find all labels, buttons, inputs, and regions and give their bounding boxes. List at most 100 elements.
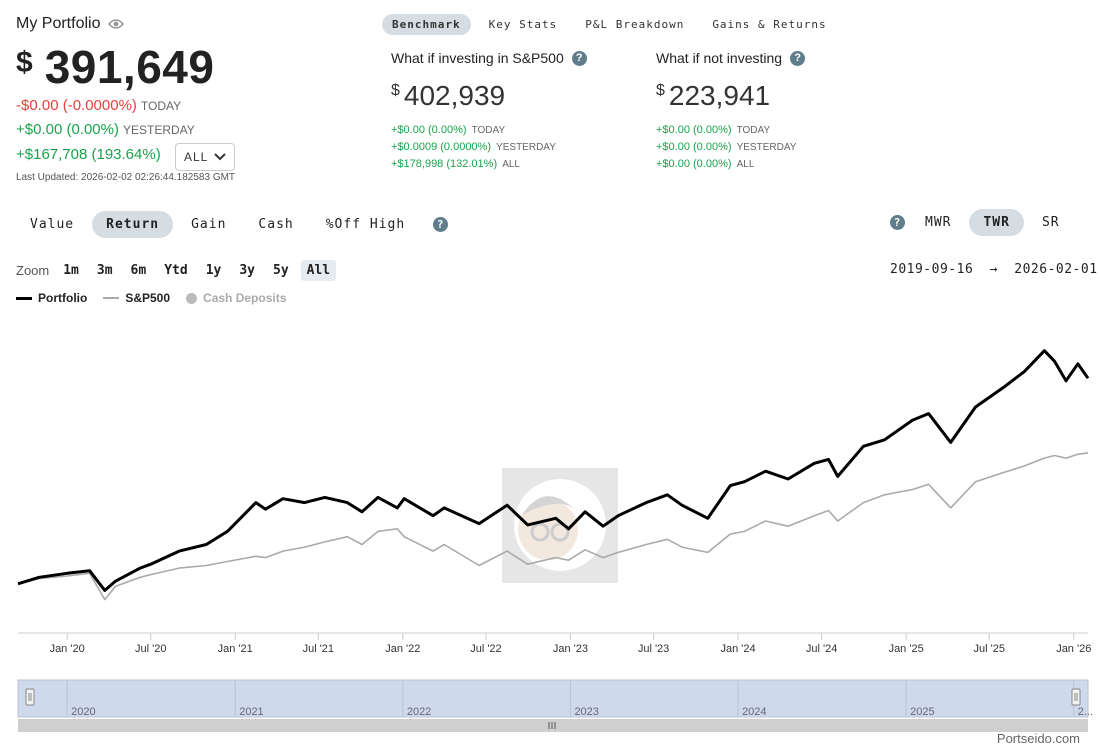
x-tick-label: Jul '20 [135,643,166,655]
legend-swatch-portfolio [16,296,32,300]
benchmark-cash-all: +$0.00 (0.00%) [656,158,732,170]
navigator-tick-label: 2023 [574,706,598,718]
date-range[interactable]: 2019-09-16 → 2026-02-01 [890,262,1098,277]
date-range-start[interactable]: 2019-09-16 [890,262,974,277]
last-updated: Last Updated: 2026-02-02 02:26:44.182583… [16,172,236,183]
x-tick-label: Jan '26 [1056,643,1091,655]
legend-portfolio[interactable]: Portfolio [16,291,87,305]
tab-sr[interactable]: SR [1041,215,1060,230]
benchmark-sp500-value: 402,939 [403,80,506,111]
legend-swatch-sp500 [103,297,120,299]
zoom-5y[interactable]: 5y [273,263,289,278]
today-change-label: TODAY [140,99,182,113]
portfolio-line [17,349,1090,592]
help-icon[interactable]: ? [571,50,587,66]
benchmark-sp500-today-label: TODAY [471,125,506,136]
navigator-tick-label: 2025 [910,706,934,718]
benchmark-cash-yesterday-label: YESTERDAY [736,142,797,153]
legend-sp500[interactable]: S&P500 [103,291,170,305]
tab-twr[interactable]: TWR [969,209,1024,236]
navigator-handle-left[interactable] [25,688,35,706]
date-range-end[interactable]: 2026-02-01 [1014,262,1098,277]
top-tabs: Benchmark Key Stats P&L Breakdown Gains … [382,14,845,35]
navigator-tick-label: 2020 [71,706,95,718]
chart[interactable]: Jan '20 Jul '20 Jan '21 Jul '21 Jan '22 Jul '… [0,310,1100,662]
help-icon[interactable]: ? [890,215,905,230]
tab-value[interactable]: Value [30,217,75,232]
x-tick-label: Jul '23 [638,643,669,655]
legend-sp500-label: S&P500 [125,291,171,305]
date-range-arrow: → [989,262,998,277]
sp500-line [17,452,1089,601]
tab-return[interactable]: Return [92,211,174,238]
all-change-value: +$167,708 (193.64%) [16,146,161,163]
benchmark-cash-today-label: TODAY [736,125,771,136]
today-change-value: -$0.00 (-0.0000%) [16,97,137,114]
tab-gain[interactable]: Gain [191,217,227,232]
total-amount: 391,649 [44,41,215,93]
yesterday-change-value: +$0.00 (0.00%) [16,121,119,138]
zoom-all[interactable]: All [300,260,337,281]
navigator-ticks: 2020 2021 2022 2023 2024 2025 2... [66,680,1093,718]
benchmark-sp500-all: +$178,998 (132.01%) [391,158,498,170]
help-icon[interactable]: ? [433,217,449,232]
x-tick-label: Jul '21 [303,643,334,655]
navigator-tick-label: 2024 [742,706,766,718]
portfolio-title: My Portfolio [16,15,125,33]
zoom-3y[interactable]: 3y [239,263,255,278]
zoom-1y[interactable]: 1y [205,263,222,278]
portfolio-title-text: My Portfolio [16,15,101,32]
avatar-watermark [502,468,618,583]
benchmark-sp500-all-label: ALL [502,159,520,170]
zoom-ytd[interactable]: Ytd [164,263,188,278]
x-tick-label: Jan '25 [889,643,924,655]
x-tick-label: Jan '23 [553,643,588,655]
navigator-tick-label: 2021 [239,706,263,718]
x-tick-label: Jul '24 [806,643,837,655]
benchmark-cash-title: What if not investing [656,50,783,66]
benchmark-cash-currency: $ [656,82,665,99]
navigator-selection[interactable] [17,679,1089,718]
yesterday-change: +$0.00 (0.00%) YESTERDAY [16,121,195,138]
tab-key-stats[interactable]: Key Stats [488,18,558,31]
all-change: +$167,708 (193.64%) [16,146,161,163]
benchmark-cash-all-label: ALL [736,159,755,170]
zoom-3m[interactable]: 3m [96,263,113,278]
tab-off-high[interactable]: %Off High [325,217,406,232]
benchmark-not-investing: What if not investing? $223,941 +$0.00 (… [656,50,806,170]
range-select-value: ALL [184,150,209,164]
navigator-tick-label: 2... [1078,706,1093,718]
legend-cash-label: Cash Deposits [203,291,287,305]
navigator-handle-right[interactable] [1071,688,1081,706]
tab-mwr[interactable]: MWR [925,215,952,230]
total-value: $ 391,649 [16,40,214,94]
benchmark-sp500-currency: $ [391,82,400,99]
help-icon[interactable]: ? [790,50,806,66]
eye-icon[interactable] [108,18,125,30]
tab-pl-breakdown[interactable]: P&L Breakdown [585,18,685,31]
x-tick-label: Jan '22 [385,643,420,655]
zoom-1m[interactable]: 1m [63,263,79,278]
range-select[interactable]: ALL [175,143,236,171]
tab-gains-returns[interactable]: Gains & Returns [712,18,827,31]
mode-tabs: Value Return Gain Cash %Off High ? [16,211,449,238]
legend-cash-deposits[interactable]: Cash Deposits [186,291,286,305]
benchmark-sp500-today: +$0.00 (0.00%) [391,124,467,136]
scrollbar-thumb[interactable] [18,719,1088,732]
x-tick-label: Jul '25 [974,643,1005,655]
legend-swatch-cash [186,292,198,304]
range-navigator[interactable]: 2020 2021 2022 2023 2024 2025 2... [0,672,1100,736]
return-method-tabs: ? MWR TWR SR [890,209,1078,236]
benchmark-cash-today: +$0.00 (0.00%) [656,124,732,136]
tab-cash[interactable]: Cash [258,217,294,232]
benchmark-cash-yesterday: +$0.00 (0.00%) [656,141,732,153]
tab-benchmark[interactable]: Benchmark [382,14,471,35]
x-tick-label: Jan '21 [218,643,253,655]
zoom-6m[interactable]: 6m [130,263,147,278]
chart-legend: Portfolio S&P500 Cash Deposits [16,291,286,305]
chevron-down-icon [214,153,227,161]
x-tick-label: Jan '24 [720,643,755,655]
total-currency: $ [16,46,33,79]
today-change: -$0.00 (-0.0000%) TODAY [16,97,181,114]
yesterday-change-label: YESTERDAY [123,123,195,137]
